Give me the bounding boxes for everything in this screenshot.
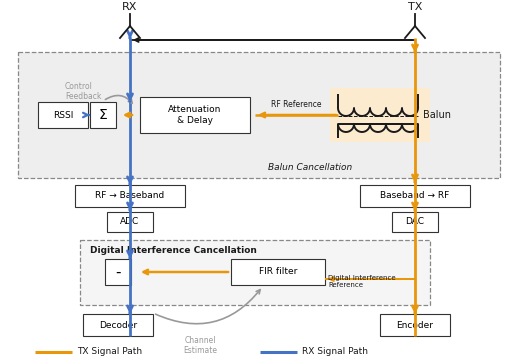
Text: Σ: Σ <box>98 108 107 122</box>
Text: Decoder: Decoder <box>99 320 137 329</box>
Text: Control
Feedback: Control Feedback <box>65 82 102 102</box>
Text: Digital Interference Cancellation: Digital Interference Cancellation <box>90 246 257 255</box>
Bar <box>90 102 116 128</box>
Text: Balun: Balun <box>423 110 451 120</box>
Bar <box>360 185 470 207</box>
Bar <box>18 52 500 178</box>
Text: RF Reference: RF Reference <box>271 100 321 109</box>
Text: Balun Cancellation: Balun Cancellation <box>268 163 352 172</box>
Text: -: - <box>115 265 121 280</box>
Text: TX: TX <box>408 2 422 12</box>
Text: DAC: DAC <box>405 218 425 226</box>
Bar <box>392 212 438 232</box>
Bar <box>140 97 250 133</box>
Bar <box>83 314 153 336</box>
Text: RX: RX <box>122 2 138 12</box>
Bar <box>75 185 185 207</box>
Text: RF → Baseband: RF → Baseband <box>95 191 165 201</box>
Text: TX Signal Path: TX Signal Path <box>77 348 142 356</box>
Text: Encoder: Encoder <box>396 320 433 329</box>
Bar <box>105 259 131 285</box>
Text: ADC: ADC <box>120 218 140 226</box>
Text: Attenuation
& Delay: Attenuation & Delay <box>168 105 222 125</box>
Bar <box>38 102 88 128</box>
Text: Channel
Estimate: Channel Estimate <box>183 336 217 355</box>
Bar <box>380 314 450 336</box>
Text: RX Signal Path: RX Signal Path <box>302 348 368 356</box>
Text: RSSI: RSSI <box>53 111 73 119</box>
Bar <box>80 240 430 305</box>
Bar <box>330 88 430 142</box>
Bar <box>231 259 325 285</box>
Text: Digital Interference
Reference: Digital Interference Reference <box>328 275 395 288</box>
Bar <box>107 212 153 232</box>
Text: Baseband → RF: Baseband → RF <box>380 191 450 201</box>
Text: FIR filter: FIR filter <box>259 268 297 277</box>
